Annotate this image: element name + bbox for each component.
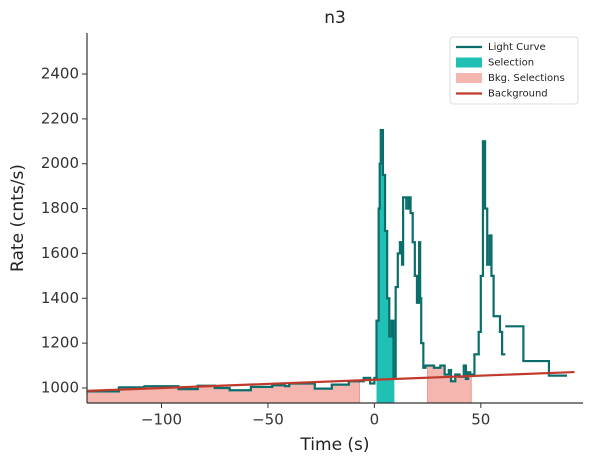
x-tick-label: −50 — [252, 411, 284, 429]
y-tick-label: 1600 — [41, 244, 79, 262]
selection — [376, 130, 395, 403]
y-tick-label: 1000 — [41, 378, 79, 396]
chart-title: n3 — [324, 8, 346, 28]
y-tick-label: 2400 — [41, 65, 79, 83]
plot-area — [87, 128, 575, 403]
y-tick-label: 2000 — [41, 154, 79, 172]
x-tick-label: −100 — [141, 411, 182, 429]
x-tick-label: 0 — [370, 411, 380, 429]
x-tick-label: 50 — [471, 411, 490, 429]
y-tick-label: 2200 — [41, 109, 79, 127]
bkg-selection — [87, 380, 360, 403]
x-axis-label: Time (s) — [299, 435, 369, 455]
y-tick-label: 1800 — [41, 199, 79, 217]
legend-label: Bkg. Selections — [488, 73, 565, 84]
y-tick-label: 1400 — [41, 289, 79, 307]
y-axis-label: Rate (cnts/s) — [8, 164, 28, 272]
legend-label: Background — [488, 89, 548, 100]
legend-swatch — [456, 73, 482, 83]
legend-swatch — [456, 57, 482, 68]
legend-label: Light Curve — [488, 42, 546, 53]
background-line — [87, 370, 575, 392]
legend — [449, 36, 579, 105]
y-tick-label: 1200 — [41, 334, 79, 352]
legend-label: Selection — [488, 58, 534, 69]
